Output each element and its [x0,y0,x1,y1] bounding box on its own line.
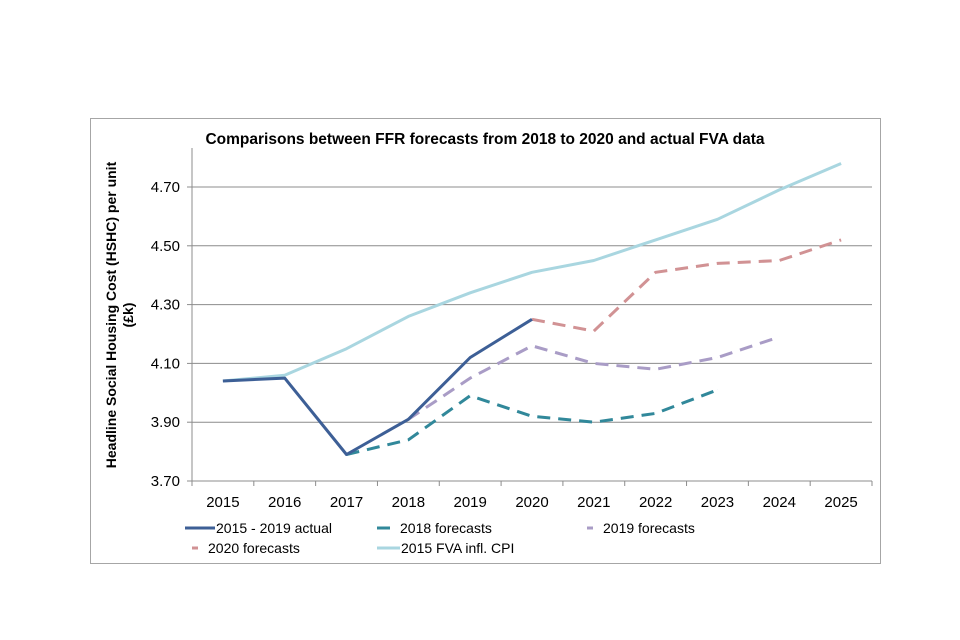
y-axis-label-line2: (£k) [120,303,136,328]
legend-label: 2018 forecasts [400,520,492,536]
chart-title: Comparisons between FFR forecasts from 2… [205,131,764,148]
x-tick-label: 2020 [515,494,548,511]
x-tick-label: 2024 [763,494,796,511]
x-tick-label: 2015 [206,494,239,511]
x-tick-label: 2017 [330,494,363,511]
x-tick-label: 2016 [268,494,301,511]
y-tick-label: 3.90 [151,414,180,431]
legend-label: 2015 - 2019 actual [216,520,332,536]
y-tick-label: 4.50 [151,238,180,255]
legend-label: 2015 FVA infl. CPI [401,540,514,556]
legend-label: 2019 forecasts [603,520,695,536]
x-tick-label: 2018 [392,494,425,511]
legend-label: 2020 forecasts [208,540,300,556]
y-tick-label: 4.30 [151,297,180,314]
y-tick-label: 4.70 [151,179,180,196]
x-tick-label: 2022 [639,494,672,511]
y-tick-label: 4.10 [151,355,180,372]
series-line-2015-2019-actual [222,318,533,456]
x-tick-label: 2023 [701,494,734,511]
y-tick-label: 3.70 [151,473,180,490]
x-tick-label: 2025 [824,494,857,511]
series-line-2020-forecasts [531,238,842,333]
x-tick-label: 2019 [453,494,486,511]
series-line-2019-forecasts [407,335,780,421]
y-axis-label-line1: Headline Social Housing Cost (HSHC) per … [103,161,119,468]
x-tick-label: 2021 [577,494,610,511]
chart-frame [90,118,881,564]
